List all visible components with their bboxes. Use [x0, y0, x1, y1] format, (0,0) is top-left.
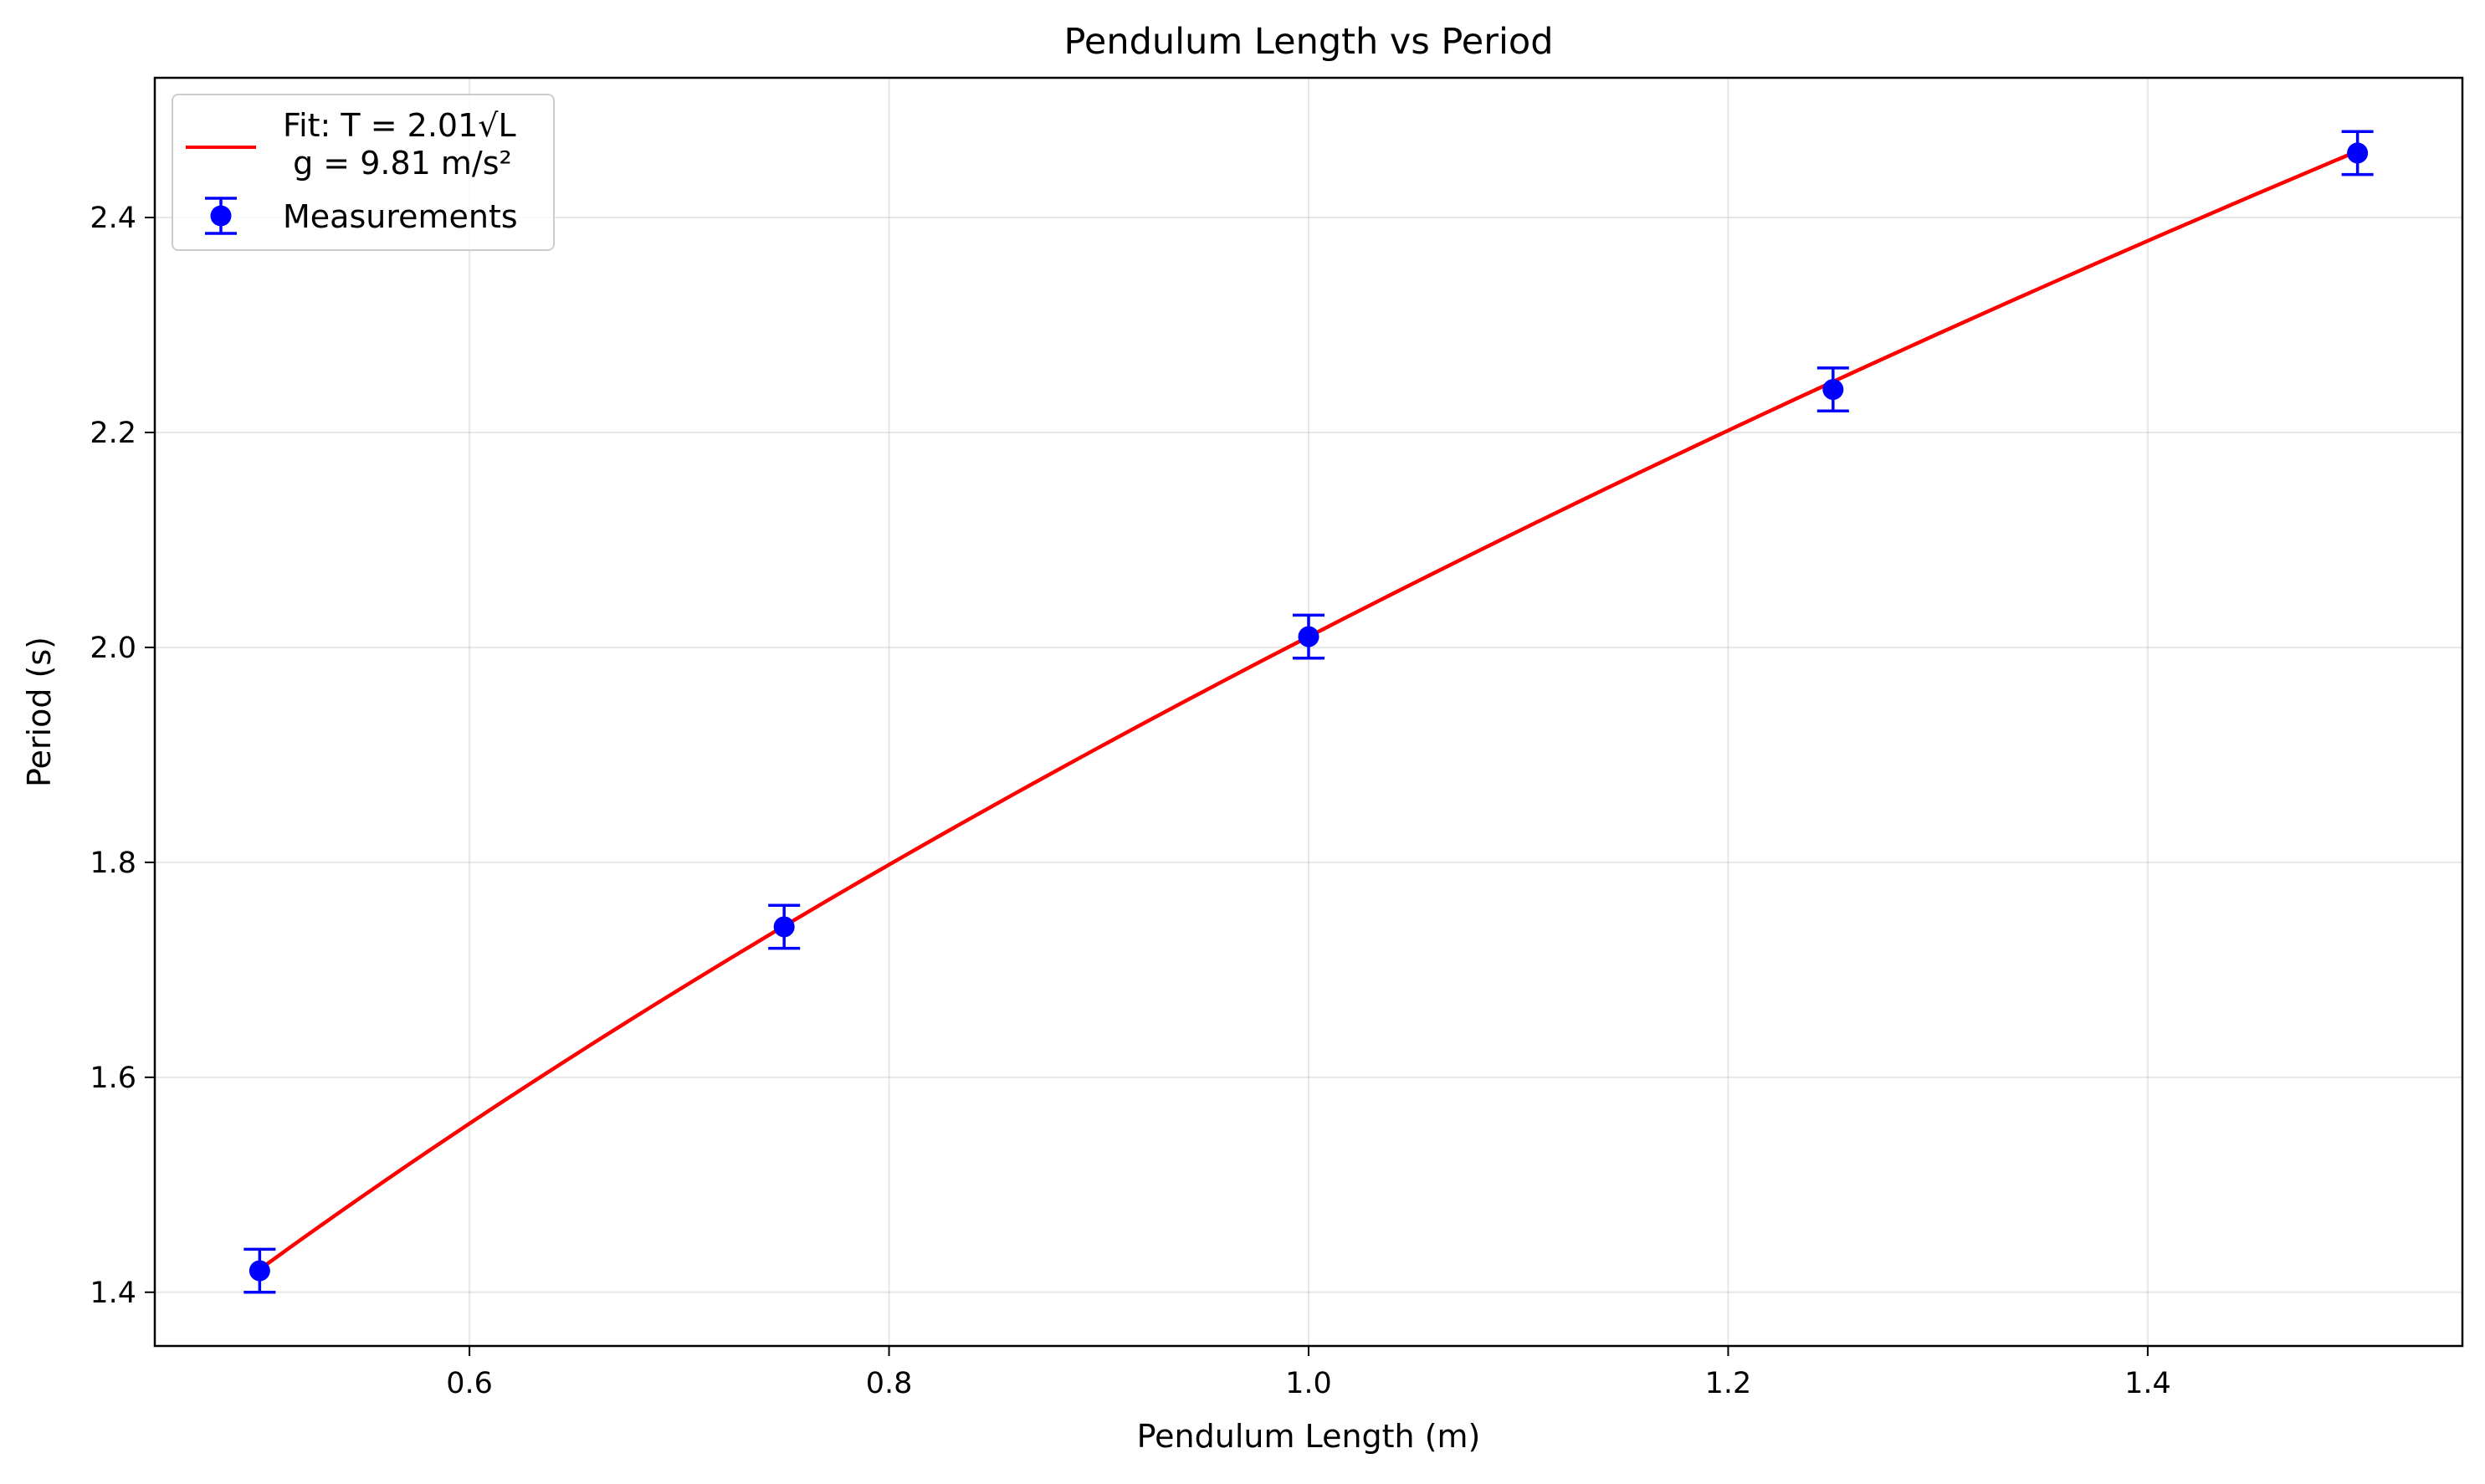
grid: [155, 78, 2462, 1346]
measurement-points-layer: [243, 130, 2374, 1294]
x-tick-label: 0.8: [866, 1367, 913, 1400]
legend-marker: [210, 205, 232, 227]
x-axis-label: Pendulum Length (m): [1137, 1418, 1481, 1455]
legend-measurements-swatch: [205, 197, 237, 235]
chart-title: Pendulum Length vs Period: [1064, 21, 1554, 63]
data-marker: [1298, 626, 1319, 647]
y-tick-label: 1.6: [90, 1062, 136, 1095]
legend: Fit: T = 2.01√L g = 9.81 m/s² Measuremen…: [172, 94, 555, 251]
x-tick-label: 1.2: [1705, 1367, 1752, 1400]
y-tick-label: 2.0: [90, 632, 136, 665]
y-tick-label: 1.8: [90, 847, 136, 880]
data-marker: [2347, 142, 2369, 164]
legend-fit-label-line1: Fit: T = 2.01√L: [283, 107, 516, 144]
x-tick-label: 1.4: [2124, 1367, 2171, 1400]
data-marker: [248, 1260, 270, 1282]
measurement-point: [2341, 130, 2374, 177]
measurement-point: [1293, 613, 1324, 660]
measurement-point: [243, 1247, 276, 1294]
data-marker: [1822, 379, 1844, 401]
x-tick-label: 1.0: [1285, 1367, 1332, 1400]
x-tick-label: 0.6: [446, 1367, 493, 1400]
legend-box: [172, 94, 555, 251]
legend-measurements-label: Measurements: [283, 198, 518, 235]
y-tick-label: 2.2: [90, 417, 136, 450]
y-tick-label: 1.4: [90, 1277, 136, 1310]
y-tick-label: 2.4: [90, 202, 136, 235]
y-axis-label: Period (s): [21, 637, 58, 787]
data-marker: [773, 916, 795, 938]
legend-fit-label-line2: g = 9.81 m/s²: [283, 145, 512, 182]
axis-ticks: 0.6 0.8 1.0 1.2 1.4 1.4 1.6 1.8 2.0 2.2 2.4: [90, 202, 2170, 1400]
measurement-point: [768, 903, 801, 950]
measurement-point: [1816, 366, 1849, 413]
